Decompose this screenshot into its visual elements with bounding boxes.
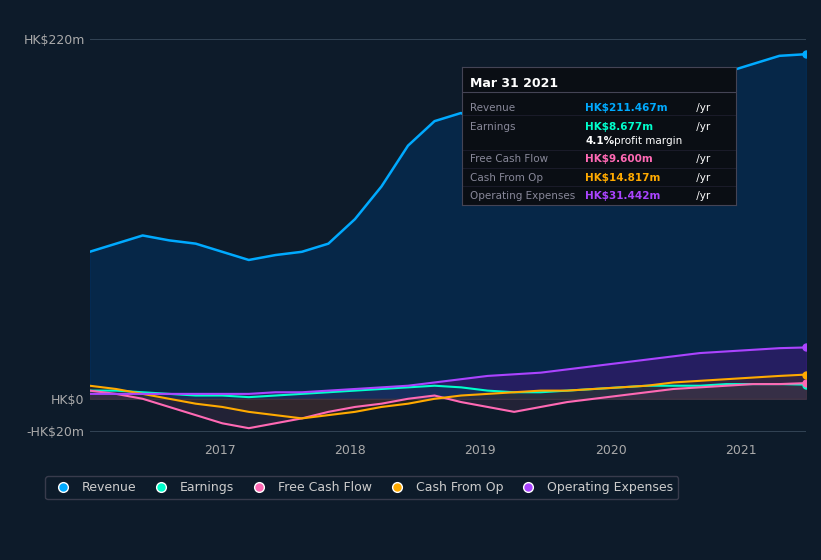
Text: HK$211.467m: HK$211.467m	[585, 103, 667, 113]
Text: Operating Expenses: Operating Expenses	[470, 192, 576, 202]
Text: /yr: /yr	[693, 103, 710, 113]
Text: Earnings: Earnings	[470, 123, 516, 132]
Text: Revenue: Revenue	[470, 103, 516, 113]
Text: Cash From Op: Cash From Op	[470, 174, 544, 184]
Text: Mar 31 2021: Mar 31 2021	[470, 77, 558, 90]
Text: /yr: /yr	[693, 174, 710, 184]
Text: HK$14.817m: HK$14.817m	[585, 174, 661, 184]
Text: Free Cash Flow: Free Cash Flow	[470, 154, 548, 164]
Text: HK$8.677m: HK$8.677m	[585, 123, 654, 132]
Text: /yr: /yr	[693, 192, 710, 202]
Text: HK$9.600m: HK$9.600m	[585, 154, 653, 164]
Text: HK$31.442m: HK$31.442m	[585, 192, 661, 202]
Legend: Revenue, Earnings, Free Cash Flow, Cash From Op, Operating Expenses: Revenue, Earnings, Free Cash Flow, Cash …	[45, 476, 678, 499]
Text: /yr: /yr	[693, 154, 710, 164]
Text: profit margin: profit margin	[614, 136, 682, 146]
Text: /yr: /yr	[693, 123, 710, 132]
Text: 4.1%: 4.1%	[585, 136, 614, 146]
